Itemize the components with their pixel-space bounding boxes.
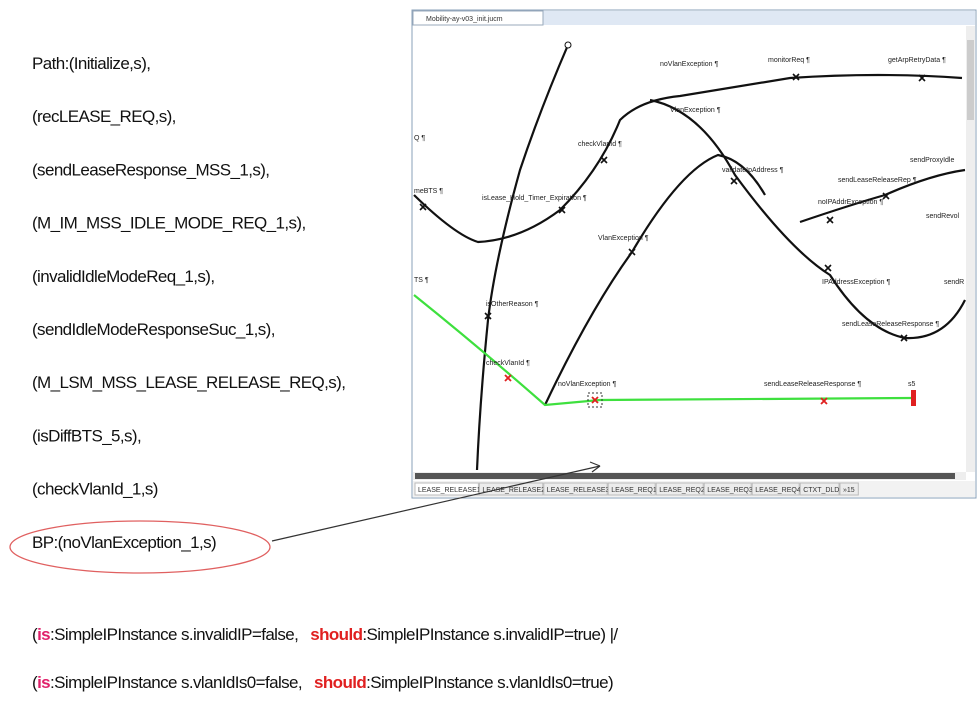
map-tab-label: »15 bbox=[843, 487, 855, 494]
diagram-label: sendLeaseReleaseResponse ¶ bbox=[842, 321, 939, 328]
map-tab-label: LEASE_REQ1 bbox=[611, 487, 657, 494]
condition-should-text: :SimpleIPInstance s.invalidIP=true) |/ bbox=[362, 625, 618, 644]
editor-tab-title: Mobility-ay-v03_init.jucm bbox=[426, 16, 503, 23]
condition-is: is bbox=[37, 625, 50, 644]
diagram-label: sendProxyIdle bbox=[910, 157, 954, 164]
path-line: (checkVlanId_1,s) bbox=[32, 480, 158, 499]
diagram-label: s5 bbox=[908, 381, 916, 388]
page: Path:(Initialize,s), (recLEASE_REQ,s), (se… bbox=[0, 0, 977, 707]
start-point bbox=[565, 42, 571, 48]
diagram-label: noIPAddrException ¶ bbox=[818, 199, 883, 206]
path-list: Path:(Initialize,s), (recLEASE_REQ,s), (se… bbox=[32, 54, 345, 552]
path-line: (sendLeaseResponse_MSS_1,s), bbox=[32, 160, 269, 179]
diagram-label: sendLeaseReleaseResponse ¶ bbox=[764, 381, 861, 388]
diagram-label: validateIpAddress ¶ bbox=[722, 167, 784, 174]
diagram-label: checkVlanId ¶ bbox=[486, 360, 530, 367]
diagram-label: TS ¶ bbox=[414, 277, 429, 284]
diagram-label: VlanException ¶ bbox=[598, 235, 649, 242]
scroll-thumb bbox=[415, 473, 955, 479]
diagram-label: IPAddressException ¶ bbox=[822, 279, 890, 286]
map-tab-label: LEASE_REQ3 bbox=[707, 487, 753, 494]
condition-is-text: :SimpleIPInstance s.vlanIdIs0=false, bbox=[50, 673, 302, 692]
diagram-label: sendLeaseReleaseRep ¶ bbox=[838, 177, 917, 184]
diagram-label: sendR bbox=[944, 279, 964, 286]
condition-line: (is:SimpleIPInstance s.vlanIdIs0=false,s… bbox=[32, 673, 613, 692]
path-line: (invalidIdleModeReq_1,s), bbox=[32, 267, 215, 286]
diagram-label: meBTS ¶ bbox=[414, 188, 443, 195]
path-line: BP:(noVlanException_1,s) bbox=[32, 533, 216, 552]
path-line: (isDiffBTS_5,s), bbox=[32, 426, 141, 445]
path-line: (M_IM_MSS_IDLE_MODE_REQ_1,s), bbox=[32, 214, 306, 233]
diagram-label: noVlanException ¶ bbox=[558, 381, 616, 388]
scroll-thumb bbox=[967, 40, 974, 120]
diagram-label: noVlanException ¶ bbox=[660, 61, 718, 68]
diagram-label: checkVlanId ¶ bbox=[578, 141, 622, 148]
condition-should: should bbox=[310, 625, 362, 644]
condition-line: (is:SimpleIPInstance s.invalidIP=false,s… bbox=[32, 625, 618, 644]
condition-is-text: :SimpleIPInstance s.invalidIP=false, bbox=[50, 625, 298, 644]
condition-should-text: :SimpleIPInstance s.vlanIdIs0=true) bbox=[366, 673, 613, 692]
map-tab-label: LEASE_RELEASE3 bbox=[547, 487, 610, 494]
path-line: (sendIdleModeResponseSuc_1,s), bbox=[32, 320, 275, 339]
path-line: Path:(Initialize,s), bbox=[32, 54, 150, 73]
diagram-label: Q ¶ bbox=[414, 135, 425, 142]
diagram-label: isLease_Hold_Timer_Expiration ¶ bbox=[482, 195, 587, 202]
map-tab-label: LEASE_REQ4 bbox=[755, 487, 801, 494]
diagram-label: sendRevol bbox=[926, 213, 960, 220]
map-tab-label: LEASE_REQ2 bbox=[659, 487, 705, 494]
path-line: (recLEASE_REQ,s), bbox=[32, 107, 176, 126]
end-point bbox=[911, 390, 916, 406]
map-tab-label: LEASE_RELEASE1 bbox=[418, 487, 481, 494]
diagram-label: getArpRetryData ¶ bbox=[888, 57, 946, 64]
diagram-label: VlanException ¶ bbox=[670, 107, 721, 114]
diagram-label: monitorReq ¶ bbox=[768, 57, 810, 64]
condition-is: is bbox=[37, 673, 50, 692]
editor-window bbox=[412, 10, 976, 498]
condition-should: should bbox=[314, 673, 366, 692]
diagram-label: isOtherReason ¶ bbox=[486, 301, 539, 308]
conditions: (is:SimpleIPInstance s.invalidIP=false,s… bbox=[32, 625, 618, 692]
path-line: (M_LSM_MSS_LEASE_RELEASE_REQ,s), bbox=[32, 373, 345, 392]
figure: Path:(Initialize,s), (recLEASE_REQ,s), (se… bbox=[0, 0, 977, 707]
map-tab-label: CTXT_DLD bbox=[803, 487, 839, 494]
